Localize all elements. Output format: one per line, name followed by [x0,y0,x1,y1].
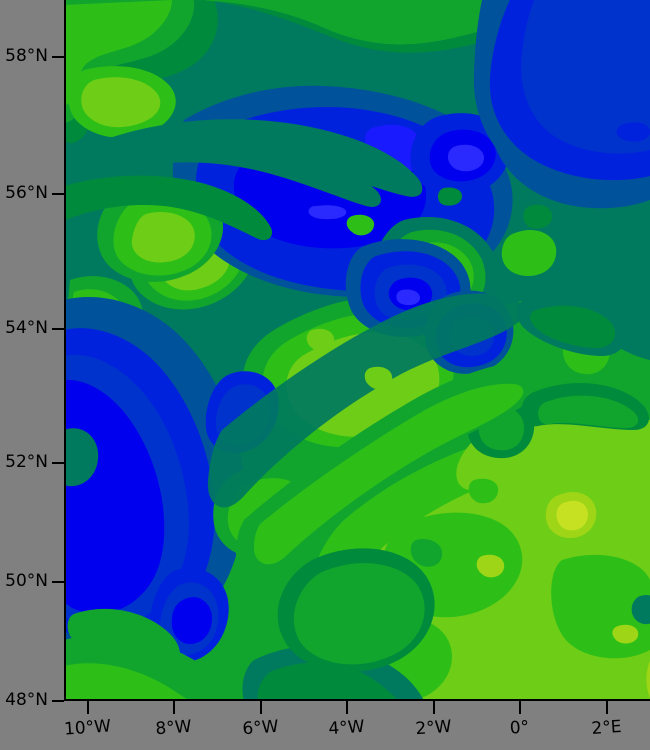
band-5-dgreen-left-top [64,175,273,241]
y-tick-label: 48°N [5,690,48,710]
x-tick-mark [173,701,175,714]
y-tick-label: 54°N [5,318,48,338]
band-6-green-dot-h [410,538,443,567]
x-tick-label: 2°E [590,716,623,740]
band-6-green-lower-diag [293,563,425,665]
band-0-centre-right-dot [396,289,420,306]
band-9-ygreen-max-a [646,660,650,698]
y-tick-label: 50°N [5,571,48,591]
band-5-dgreen-dot-a [523,204,552,229]
band-8-lgreen-mid-left-core [131,211,195,263]
x-tick-label: 6°W [241,716,280,740]
band-10-yellow-max-b [556,500,588,531]
y-tick-label: 56°N [5,183,48,203]
band-0-tiny-ne [616,122,650,142]
band-5-dgreen-dot-b [438,187,462,206]
band-9-ygreen-sliver [612,624,639,644]
x-tick-mark [433,701,435,714]
y-tick-mark [52,193,64,195]
band-4-teal-wedge [207,293,524,508]
x-tick-mark [260,701,262,714]
x-tick-label: 2°W [414,716,453,740]
x-tick-mark [606,701,608,714]
x-tick-label: 10°W [63,716,112,740]
y-tick-mark [52,700,64,702]
band-8-lgreen-dot-e [364,366,393,390]
band-0-deepest-d [308,205,347,220]
band-1-blue-top-right-core [521,0,650,154]
band-9-ygreen-dot-g [476,554,505,578]
y-tick-label: 52°N [5,452,48,472]
band-0-deepest-pocket-right [447,144,484,172]
band-7-green-dot-f [468,478,499,504]
x-tick-label: 4°W [327,716,366,740]
band-4-teal-accent-right [590,237,636,275]
band-3-medium-blue-top-right-edge [473,0,650,197]
band-6-green-lobe-right [538,395,639,428]
band-7-green-topleft-core [64,0,172,106]
band-4-teal-left-pocket [64,428,99,487]
band-5-dgreen-bottom-band [257,662,398,701]
contour-map-plot-area[interactable] [64,0,650,701]
band-5-dgreen-patch-right [530,305,616,348]
x-tick-mark [87,701,89,714]
band-6-green-sliver-bl [67,608,180,664]
band-0-pod-b-core [171,597,212,644]
contour-field [64,0,650,701]
y-tick-mark [52,462,64,464]
band-7-green-ribbon-core [254,383,524,565]
band-7-green-accent-ne [501,229,557,276]
x-tick-mark [519,701,521,714]
x-tick-label: 0° [509,717,530,739]
band-8-lgreen-blob-a [81,77,161,128]
y-tick-mark [52,56,64,58]
y-tick-label: 58°N [5,46,48,66]
band-4-teal-se-dot [631,595,650,625]
y-tick-mark [52,328,64,330]
y-tick-mark [52,581,64,583]
x-tick-mark [346,701,348,714]
x-tick-label: 8°W [154,716,193,740]
band-7-green-bottom-left [64,663,190,701]
band-7-green-dot-c [346,214,375,236]
band-4-teal-band-topleft [64,131,381,207]
band-8-lgreen-dot-d [306,328,335,352]
